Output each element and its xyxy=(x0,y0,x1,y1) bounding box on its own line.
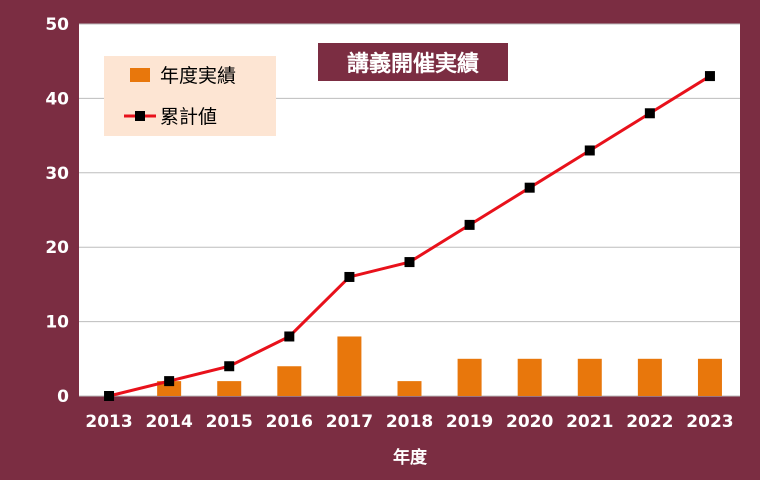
x-tick-label: 2020 xyxy=(506,412,553,432)
bar xyxy=(397,381,422,396)
x-tick-label: 2015 xyxy=(206,412,253,432)
y-tick-label: 40 xyxy=(45,89,69,109)
bar xyxy=(697,358,722,396)
bar xyxy=(577,358,602,396)
legend: 年度実績 累計値 xyxy=(104,56,276,136)
x-tick-label: 2016 xyxy=(266,412,313,432)
line-point xyxy=(704,71,715,82)
line-point xyxy=(224,361,235,372)
bar-series xyxy=(157,336,722,396)
y-tick-label: 0 xyxy=(57,387,69,407)
bar xyxy=(637,358,662,396)
chart-title-text: 講義開催実績 xyxy=(347,51,479,77)
bar xyxy=(277,366,302,396)
grid-lines xyxy=(79,23,740,397)
y-tick-label: 10 xyxy=(45,313,69,333)
y-tick-label: 20 xyxy=(45,238,69,258)
x-tick-label: 2017 xyxy=(326,412,373,432)
bar xyxy=(217,381,242,396)
y-tick-label: 30 xyxy=(45,164,69,184)
legend-bar-swatch xyxy=(130,68,150,82)
x-tick-label: 2014 xyxy=(145,412,192,432)
line-point xyxy=(404,257,415,268)
line-point xyxy=(104,391,115,401)
chart-title: 講義開催実績 xyxy=(318,43,508,81)
legend-label-bars: 年度実績 xyxy=(160,65,236,87)
line-point xyxy=(344,271,355,282)
x-axis: 2013 2014 2015 2016 2017 2018 2019 2020 2021 2022… xyxy=(85,412,733,432)
line-point xyxy=(464,219,475,230)
line-point xyxy=(164,376,175,387)
legend-label-line: 累計値 xyxy=(160,106,217,128)
line-point xyxy=(644,108,655,119)
bar xyxy=(517,358,542,396)
y-tick-label: 50 xyxy=(45,15,69,35)
x-tick-label: 2019 xyxy=(446,412,493,432)
bar xyxy=(337,336,362,396)
line-point xyxy=(284,331,295,342)
y-axis: 0 10 20 30 40 50 xyxy=(45,15,69,407)
x-tick-label: 2013 xyxy=(85,412,132,432)
bar xyxy=(157,381,182,396)
x-tick-label: 2023 xyxy=(686,412,733,432)
line-point xyxy=(524,182,535,193)
x-tick-label: 2018 xyxy=(386,412,433,432)
line-series xyxy=(104,71,715,401)
line-point xyxy=(584,145,595,156)
x-axis-title: 年度 xyxy=(393,447,428,468)
legend-line-marker xyxy=(135,111,145,121)
x-tick-label: 2021 xyxy=(566,412,613,432)
bar xyxy=(457,358,482,396)
x-tick-label: 2022 xyxy=(626,412,673,432)
chart-title-background xyxy=(318,43,508,81)
